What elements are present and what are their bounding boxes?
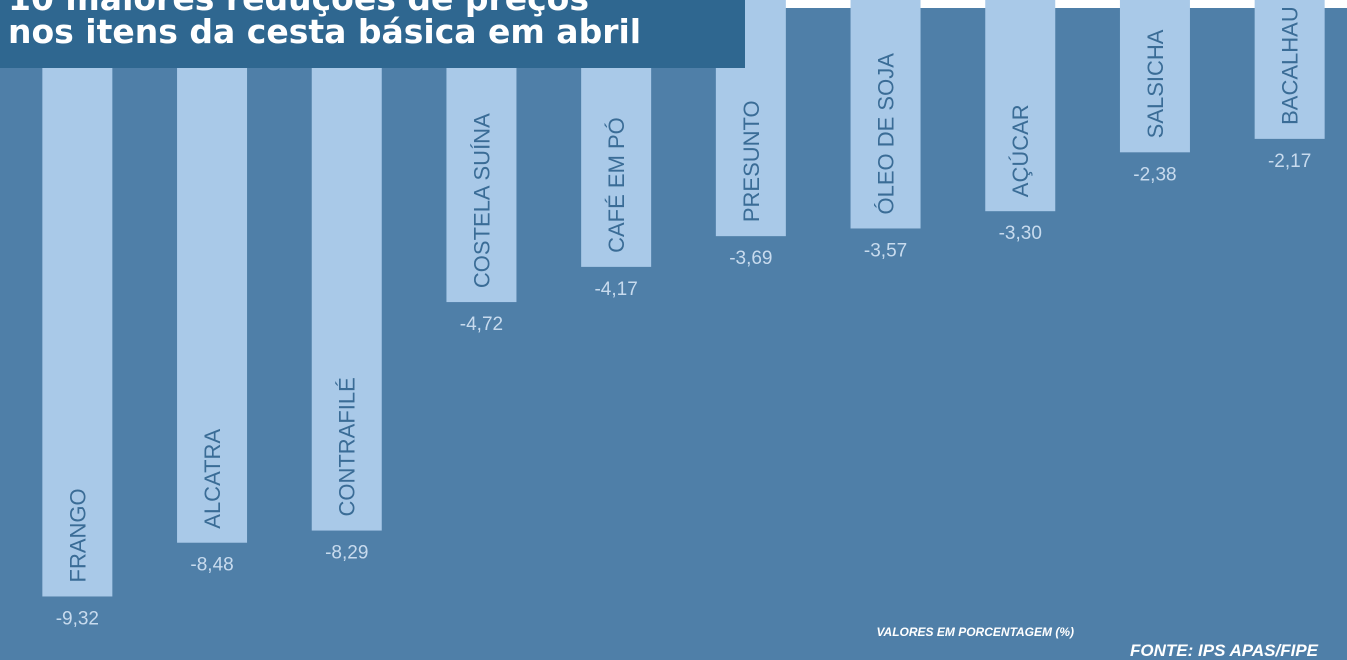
category-label: BACALHAU (1278, 6, 1303, 125)
chart: FRANGO -9,32 ALCATRA -8,48 CONTRAFILÉ -8,29 CO… (0, 0, 1347, 660)
category-label: ALCATRA (200, 429, 225, 529)
value-label: -9,32 (56, 608, 99, 629)
value-label: -2,17 (1268, 151, 1311, 172)
category-label: PRESUNTO (739, 100, 764, 222)
axis-label: VALORES EM PORCENTAGEM (%) (876, 625, 1074, 639)
value-label: -2,38 (1133, 164, 1176, 185)
value-label: -3,69 (729, 248, 772, 269)
source: FONTE: IPS APAS/FIPE (1130, 641, 1319, 660)
category-label: SALSICHA (1143, 29, 1168, 138)
value-label: -4,72 (460, 314, 503, 335)
value-label: -8,48 (190, 555, 233, 576)
category-label: CAFÉ EM PÓ (604, 117, 629, 253)
value-label: -8,29 (325, 543, 368, 564)
category-label: FRANGO (65, 488, 90, 582)
category-label: COSTELA SUÍNA (469, 113, 494, 288)
category-label: CONTRAFILÉ (335, 377, 360, 516)
value-label: -3,30 (999, 223, 1042, 244)
value-label: -4,17 (594, 279, 637, 300)
category-label: ÓLEO DE SOJA (874, 53, 899, 215)
chart-title: nos itens da cesta básica em abril (8, 12, 641, 51)
value-label: -3,57 (864, 240, 907, 261)
category-label: AÇÚCAR (1008, 104, 1033, 197)
